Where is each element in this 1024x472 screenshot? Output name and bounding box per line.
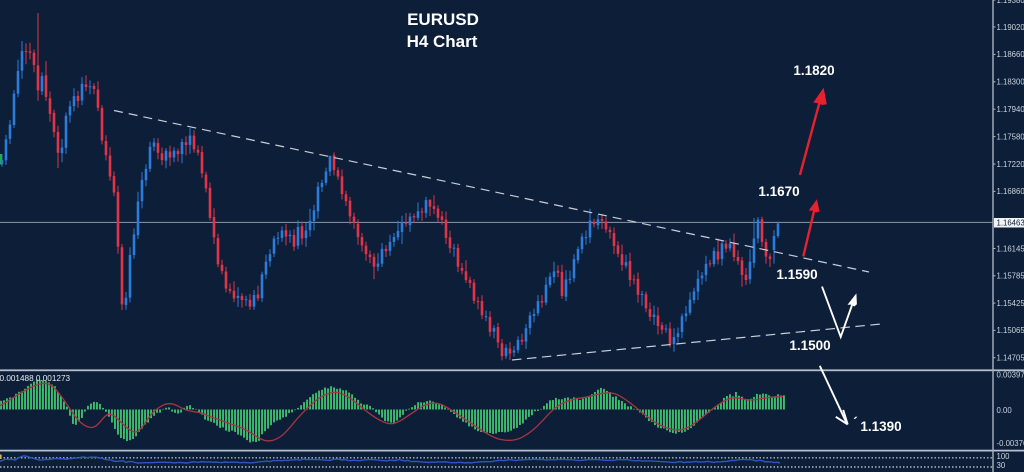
svg-text:100: 100 bbox=[997, 452, 1011, 461]
svg-text:H4 Chart: H4 Chart bbox=[407, 32, 478, 51]
svg-text:-0.00376: -0.00376 bbox=[997, 439, 1024, 448]
svg-text:0.001488 0.001273: 0.001488 0.001273 bbox=[0, 374, 71, 383]
svg-text:1.14705: 1.14705 bbox=[997, 354, 1024, 363]
svg-text:1.16463: 1.16463 bbox=[997, 219, 1024, 228]
svg-text:1.15425: 1.15425 bbox=[997, 299, 1024, 308]
svg-text:1.17580: 1.17580 bbox=[997, 132, 1024, 141]
svg-text:1.1390: 1.1390 bbox=[860, 419, 901, 434]
svg-text:EURUSD: EURUSD bbox=[407, 10, 479, 29]
svg-text:´: ´ bbox=[853, 415, 858, 430]
svg-text:1.19380: 1.19380 bbox=[997, 0, 1024, 5]
svg-text:0.00: 0.00 bbox=[997, 406, 1013, 415]
svg-text:1.18660: 1.18660 bbox=[997, 50, 1024, 59]
svg-text:1.1500: 1.1500 bbox=[789, 338, 830, 353]
svg-text:1.1670: 1.1670 bbox=[758, 184, 799, 199]
svg-text:1.15065: 1.15065 bbox=[997, 326, 1024, 335]
svg-text:1.16860: 1.16860 bbox=[997, 187, 1024, 196]
svg-text:30: 30 bbox=[997, 461, 1006, 470]
svg-text:0.003976: 0.003976 bbox=[997, 371, 1024, 380]
svg-text:1.17220: 1.17220 bbox=[997, 160, 1024, 169]
svg-text:1.18300: 1.18300 bbox=[997, 78, 1024, 87]
svg-text:1.17940: 1.17940 bbox=[997, 105, 1024, 114]
svg-text:1.15785: 1.15785 bbox=[997, 272, 1024, 281]
svg-text:1.1590: 1.1590 bbox=[776, 267, 817, 282]
svg-text:1.1820: 1.1820 bbox=[793, 63, 834, 78]
svg-text:1.19020: 1.19020 bbox=[997, 23, 1024, 32]
svg-text:1.16145: 1.16145 bbox=[997, 244, 1024, 253]
